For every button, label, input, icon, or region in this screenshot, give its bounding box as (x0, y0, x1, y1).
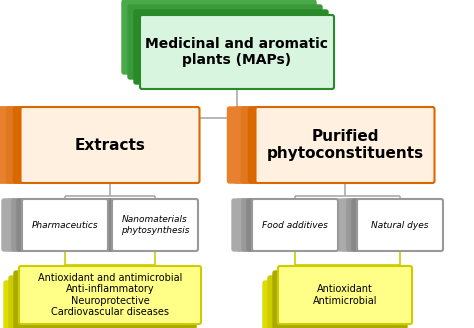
FancyBboxPatch shape (0, 107, 172, 183)
FancyBboxPatch shape (248, 107, 428, 183)
FancyBboxPatch shape (17, 199, 103, 251)
FancyBboxPatch shape (4, 281, 186, 328)
FancyBboxPatch shape (337, 199, 423, 251)
FancyBboxPatch shape (2, 199, 88, 251)
Text: Natural dyes: Natural dyes (371, 220, 429, 230)
FancyBboxPatch shape (140, 15, 334, 89)
FancyBboxPatch shape (92, 199, 178, 251)
FancyBboxPatch shape (263, 281, 397, 328)
FancyBboxPatch shape (7, 199, 93, 251)
FancyBboxPatch shape (255, 107, 435, 183)
FancyBboxPatch shape (19, 266, 201, 324)
FancyBboxPatch shape (247, 199, 333, 251)
FancyBboxPatch shape (357, 199, 443, 251)
Text: Nanomaterials
phytosynthesis: Nanomaterials phytosynthesis (121, 215, 189, 235)
FancyBboxPatch shape (22, 199, 108, 251)
FancyBboxPatch shape (107, 199, 193, 251)
FancyBboxPatch shape (97, 199, 183, 251)
FancyBboxPatch shape (12, 199, 98, 251)
FancyBboxPatch shape (241, 107, 420, 183)
Text: Antioxidant
Antimicrobial: Antioxidant Antimicrobial (313, 284, 377, 306)
FancyBboxPatch shape (232, 199, 318, 251)
FancyBboxPatch shape (128, 5, 322, 79)
FancyBboxPatch shape (347, 199, 433, 251)
FancyBboxPatch shape (273, 271, 407, 328)
FancyBboxPatch shape (237, 199, 323, 251)
FancyBboxPatch shape (252, 199, 338, 251)
Text: Extracts: Extracts (74, 137, 146, 153)
FancyBboxPatch shape (342, 199, 428, 251)
FancyBboxPatch shape (7, 107, 185, 183)
FancyBboxPatch shape (0, 107, 179, 183)
Text: Medicinal and aromatic
plants (MAPs): Medicinal and aromatic plants (MAPs) (146, 37, 328, 67)
Text: Pharmaceutics: Pharmaceutics (32, 220, 98, 230)
FancyBboxPatch shape (228, 107, 407, 183)
Text: Antioxidant and antimicrobial
Anti-inflammatory
Neuroprotective
Cardiovascular d: Antioxidant and antimicrobial Anti-infla… (38, 273, 182, 318)
FancyBboxPatch shape (242, 199, 328, 251)
FancyBboxPatch shape (13, 107, 192, 183)
FancyBboxPatch shape (14, 271, 196, 328)
FancyBboxPatch shape (20, 107, 200, 183)
FancyBboxPatch shape (9, 276, 191, 328)
FancyBboxPatch shape (235, 107, 413, 183)
FancyBboxPatch shape (352, 199, 438, 251)
FancyBboxPatch shape (112, 199, 198, 251)
Text: Purified
phytoconstituents: Purified phytoconstituents (266, 129, 424, 161)
FancyBboxPatch shape (102, 199, 188, 251)
Text: Food additives: Food additives (262, 220, 328, 230)
FancyBboxPatch shape (278, 266, 412, 324)
FancyBboxPatch shape (122, 0, 316, 74)
FancyBboxPatch shape (134, 10, 328, 84)
FancyBboxPatch shape (268, 276, 402, 328)
